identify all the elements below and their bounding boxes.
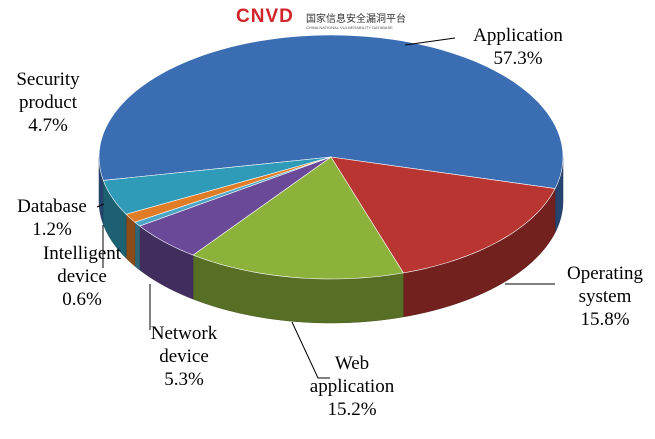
slice-label: Database 1.2% xyxy=(2,195,102,241)
leader-line xyxy=(291,321,330,379)
slice-label: Application 57.3% xyxy=(448,24,588,70)
slice xyxy=(102,156,332,215)
value-label: 0.6% xyxy=(62,289,102,310)
logo-subtitle: CHINA NATIONAL VULNERABILITY DATABASE xyxy=(306,25,393,30)
slice xyxy=(139,156,332,256)
value-label: 15.8% xyxy=(580,309,630,330)
slice-label: Operating system 15.8% xyxy=(550,262,655,331)
logo-mark: CNVD xyxy=(236,6,294,27)
slice xyxy=(192,156,404,280)
value-label: 4.7% xyxy=(28,115,68,136)
category-name: Database xyxy=(17,196,87,217)
slice-label: Web application 15.2% xyxy=(297,352,407,421)
slice-label: Network device 5.3% xyxy=(134,322,234,391)
category-name: Application xyxy=(473,25,563,46)
value-label: 57.3% xyxy=(493,48,543,69)
leader-line xyxy=(404,37,456,46)
slice xyxy=(330,156,556,274)
slice-label: Intelligent device 0.6% xyxy=(32,242,132,311)
value-label: 1.2% xyxy=(32,219,72,240)
value-label: 5.3% xyxy=(164,369,204,390)
slice-side xyxy=(134,221,140,271)
slice-label: Security product 4.7% xyxy=(0,68,98,137)
category-name: Security product xyxy=(16,69,80,113)
value-label: 15.2% xyxy=(327,399,377,420)
category-name: Intelligent device xyxy=(42,243,122,287)
category-name: Web application xyxy=(309,353,395,397)
category-name: Operating system xyxy=(567,263,643,307)
category-name: Network device xyxy=(150,323,218,367)
slice xyxy=(98,34,564,189)
logo-name: 国家信息安全漏洞平台 xyxy=(306,14,406,25)
leader-line xyxy=(96,203,105,208)
